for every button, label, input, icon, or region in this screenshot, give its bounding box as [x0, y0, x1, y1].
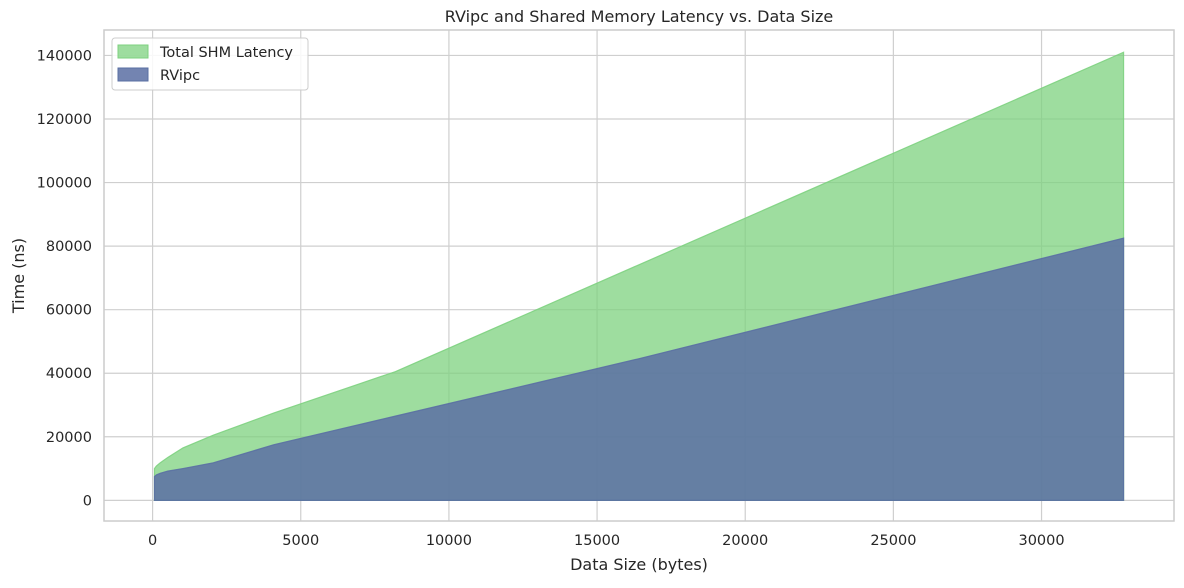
legend-box: [111, 37, 309, 91]
area-layer: [153, 51, 1125, 501]
x-tick-label: 25000: [870, 533, 916, 549]
y-tick-label: 100000: [37, 176, 92, 192]
plot-frame: [103, 29, 1175, 522]
y-tick-label: 60000: [46, 303, 92, 319]
legend-label-rvipc: RVipc: [160, 68, 200, 84]
y-axis-label: Time (ns): [9, 238, 28, 314]
y-tick-label: 40000: [46, 366, 92, 382]
x-tick-label: 30000: [1018, 533, 1064, 549]
x-tick-label: 10000: [426, 533, 472, 549]
tick-layer: 0 5000 10000 15000 20000 25000 30000 0 20000 4000…: [37, 48, 1065, 549]
legend-label-total-shm: Total SHM Latency: [159, 45, 293, 61]
x-tick-label: 0: [148, 533, 157, 549]
legend: Total SHM Latency RVipc: [111, 37, 309, 91]
y-tick-label: 20000: [46, 430, 92, 446]
legend-swatch-total-shm: [117, 44, 149, 59]
y-tick-label: 80000: [46, 239, 92, 255]
x-tick-label: 15000: [574, 533, 620, 549]
legend-swatch-rvipc: [117, 67, 149, 82]
y-tick-label: 0: [83, 493, 92, 509]
x-tick-label: 20000: [722, 533, 768, 549]
area-series-rvipc: [153, 237, 1125, 501]
x-axis-label: Data Size (bytes): [570, 555, 708, 574]
y-tick-label: 140000: [37, 48, 92, 64]
x-tick-label: 5000: [282, 533, 319, 549]
chart-title: RVipc and Shared Memory Latency vs. Data…: [445, 7, 834, 26]
y-tick-label: 120000: [37, 112, 92, 128]
